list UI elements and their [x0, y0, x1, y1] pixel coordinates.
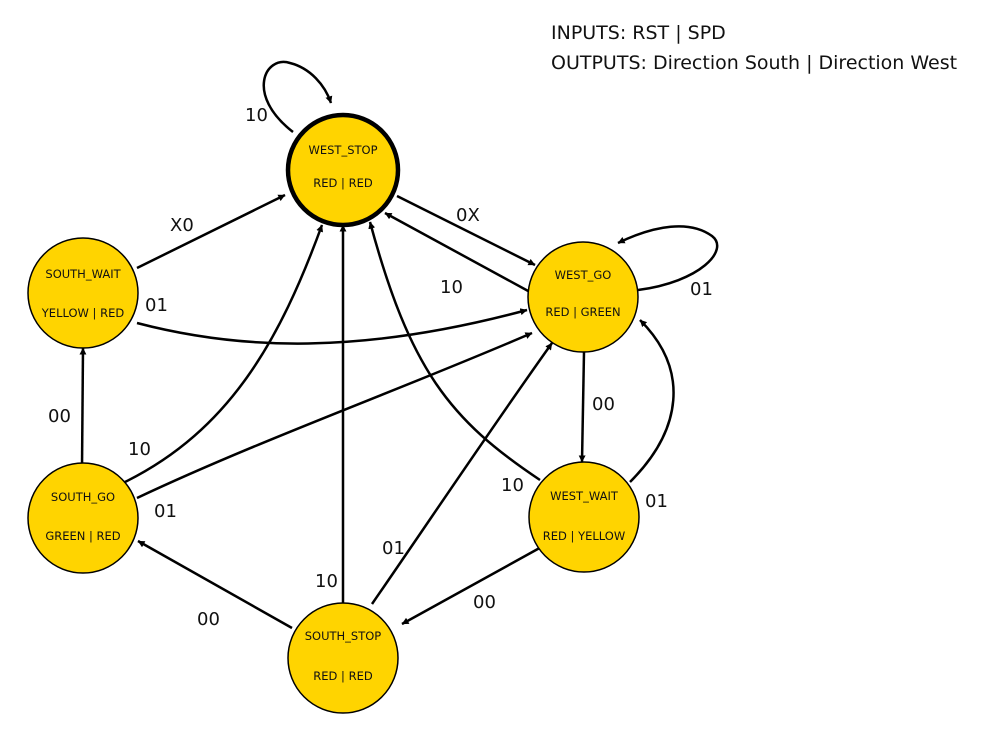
state-outputs: RED | RED [313, 176, 373, 190]
label-south-wait-to-west-go: 01 [145, 295, 168, 316]
state-name: WEST_WAIT [550, 489, 619, 503]
legend: INPUTS: RST | SPD OUTPUTS: Direction Sou… [551, 18, 957, 78]
transition-south-stop-to-south-go [137, 539, 293, 630]
label-south-go-to-south-wait: 00 [48, 406, 71, 427]
state-name: SOUTH_WAIT [45, 267, 121, 281]
transition-west-stop-to-west-go [396, 194, 536, 267]
state-circle [527, 241, 639, 353]
legend-inputs: INPUTS: RST | SPD [551, 22, 726, 44]
transition-south-go-to-west-go [136, 331, 533, 500]
state-west-wait: WEST_WAIT RED | YELLOW [528, 461, 640, 573]
label-west-wait-to-south-stop: 00 [473, 592, 496, 613]
state-circle [27, 462, 139, 574]
state-west-stop: WEST_STOP RED | RED [285, 112, 401, 228]
legend-outputs: OUTPUTS: Direction South | Direction Wes… [551, 52, 958, 74]
transition-west-wait-to-west-stop [368, 221, 541, 482]
state-name: SOUTH_STOP [305, 629, 382, 643]
label-south-stop-to-south-go: 00 [197, 609, 220, 630]
transition-west-go-self [617, 225, 719, 292]
transition-south-stop-to-west-go [370, 342, 554, 605]
state-name: WEST_GO [555, 268, 612, 282]
state-outputs: GREEN | RED [45, 529, 120, 543]
transition-labels: 10 X0 0X 10 01 01 00 10 01 00 10 01 10 0… [48, 105, 713, 630]
label-south-go-to-west-stop: 10 [128, 439, 151, 460]
transition-west-go-to-west-wait [578, 351, 586, 463]
transition-west-wait-to-south-stop [401, 543, 546, 626]
state-south-wait: SOUTH_WAIT YELLOW | RED [27, 237, 139, 349]
label-west-wait-to-west-stop: 10 [501, 475, 524, 496]
state-circle [285, 112, 401, 228]
state-name: SOUTH_GO [51, 490, 115, 504]
state-outputs: RED | RED [313, 669, 373, 683]
transition-arrows [79, 60, 719, 630]
transition-south-wait-to-west-go [136, 308, 528, 345]
label-west-go-to-west-stop: 10 [440, 277, 463, 298]
label-south-stop-to-west-stop: 10 [315, 571, 338, 592]
label-south-go-to-west-go: 01 [154, 501, 177, 522]
state-outputs: YELLOW | RED [41, 306, 125, 320]
label-west-go-self: 01 [690, 279, 713, 300]
label-west-wait-to-west-go: 01 [645, 491, 668, 512]
state-circle [528, 461, 640, 573]
transition-south-wait-to-west-stop [136, 193, 286, 270]
state-west-go: WEST_GO RED | GREEN [527, 241, 639, 353]
transition-west-stop-self [262, 60, 333, 133]
state-name: WEST_STOP [308, 143, 377, 157]
label-west-stop-to-west-go: 0X [456, 205, 480, 226]
transition-south-go-to-south-wait [79, 347, 87, 469]
state-outputs: RED | GREEN [545, 305, 620, 319]
state-south-stop: SOUTH_STOP RED | RED [287, 602, 399, 714]
transition-west-wait-to-west-go [629, 319, 675, 483]
transition-south-go-to-west-stop [124, 224, 324, 484]
label-south-stop-to-west-go: 01 [382, 538, 405, 559]
label-south-wait-to-west-stop: X0 [170, 215, 194, 236]
state-circle [27, 237, 139, 349]
transition-west-go-to-west-stop [384, 211, 531, 294]
label-west-stop-self: 10 [245, 105, 268, 126]
state-outputs: RED | YELLOW [543, 529, 625, 543]
label-west-go-to-west-wait: 00 [592, 394, 615, 415]
state-south-go: SOUTH_GO GREEN | RED [27, 462, 139, 574]
state-circle [287, 602, 399, 714]
